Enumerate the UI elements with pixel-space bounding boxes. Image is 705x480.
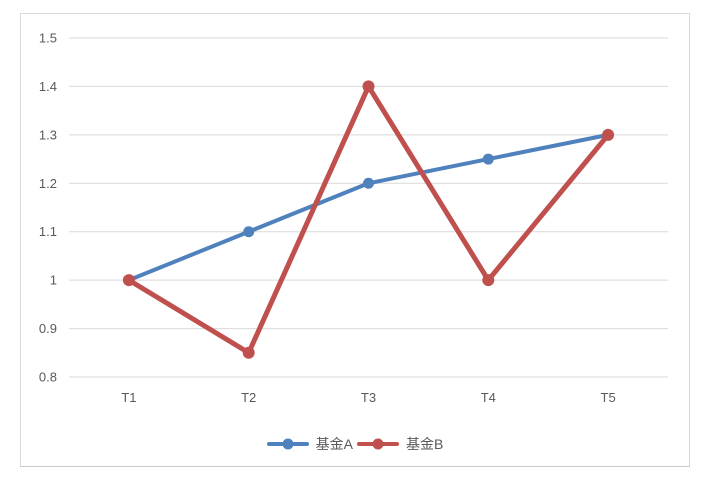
x-tick-label-T5: T5: [601, 390, 616, 405]
data-point-基金B-T2[interactable]: [242, 346, 255, 359]
data-point-基金A-T3[interactable]: [363, 177, 374, 189]
x-tick-label-T2: T2: [241, 390, 256, 405]
series-line-基金A: [126, 132, 611, 283]
y-tick-label-0.8: 0.8: [39, 370, 57, 385]
data-point-基金A-T4[interactable]: [482, 153, 494, 165]
x-tick-label-T4: T4: [481, 390, 496, 405]
series-line-基金B: [126, 83, 611, 356]
chart-frame: 0.8 0.9 1 1.1 1.2 1.3 1.4 1.5 T1 T2 T3 T4 T5 基金A 基金B: [20, 13, 690, 467]
fund-a-legend-marker-icon: [266, 438, 309, 450]
y-tick-label-1.5: 1.5: [39, 31, 57, 46]
fund-a-legend-label: 基金A: [315, 436, 353, 452]
x-tick-label-T3: T3: [361, 390, 376, 405]
x-tick-label-T1: T1: [121, 390, 136, 405]
y-tick-label-1.4: 1.4: [39, 79, 57, 94]
data-point-基金B-T1[interactable]: [122, 274, 135, 287]
y-tick-label-1.1: 1.1: [39, 224, 57, 239]
data-point-基金B-T3[interactable]: [362, 80, 375, 93]
y-tick-label-0.9: 0.9: [39, 321, 57, 336]
legend: 基金A 基金B: [21, 434, 689, 454]
y-tick-label-1.2: 1.2: [39, 176, 57, 191]
fund-b-legend-label: 基金B: [406, 436, 444, 452]
data-point-基金A-T2[interactable]: [243, 226, 255, 238]
legend-item-fund-a[interactable]: 基金A: [266, 434, 353, 454]
data-point-基金B-T4[interactable]: [482, 274, 495, 287]
legend-item-fund-b[interactable]: 基金B: [357, 434, 443, 454]
fund-b-legend-marker-icon: [357, 438, 399, 450]
y-tick-label-1.3: 1.3: [39, 127, 57, 142]
y-tick-label-1: 1: [50, 273, 57, 288]
data-point-基金B-T5[interactable]: [602, 128, 615, 141]
line-chart-plot: 0.8 0.9 1 1.1 1.2 1.3 1.4 1.5 T1 T2 T3 T4 T5: [39, 31, 668, 405]
